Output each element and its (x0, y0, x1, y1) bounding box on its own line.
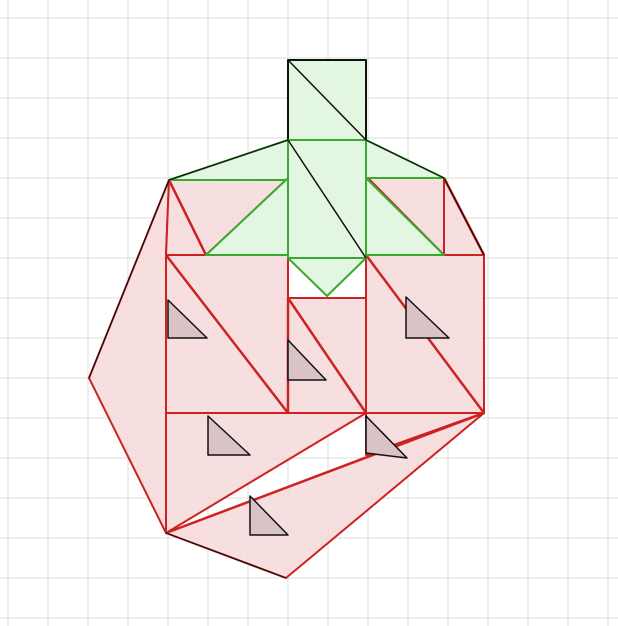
diag-left-square (165, 254, 289, 414)
outline-top-left-leaf (168, 139, 289, 181)
berry-left-wedge (88, 179, 170, 534)
leaf-left-triangle (205, 177, 289, 256)
leaf-right-triangle (365, 177, 445, 256)
strawberry-seeds (167, 296, 450, 536)
leaf-inner-lines (287, 59, 367, 259)
stem-diagonal (287, 59, 367, 141)
seed-6 (249, 495, 289, 536)
diag-top-left (167, 179, 208, 256)
center-diagonal (287, 139, 367, 259)
diag-middle-square (286, 297, 368, 414)
black-outline (88, 139, 485, 579)
seed-1 (167, 299, 208, 339)
outline-right-top (443, 177, 485, 256)
outline-left-top (88, 179, 170, 379)
leaf-bottom-chevron (287, 257, 367, 297)
seed-4 (207, 415, 251, 456)
seed-3 (405, 296, 450, 339)
seed-5 (365, 415, 408, 459)
outline-bottom-left (165, 532, 287, 579)
outline-top-right-leaf (365, 139, 445, 179)
seed-2 (287, 339, 327, 381)
